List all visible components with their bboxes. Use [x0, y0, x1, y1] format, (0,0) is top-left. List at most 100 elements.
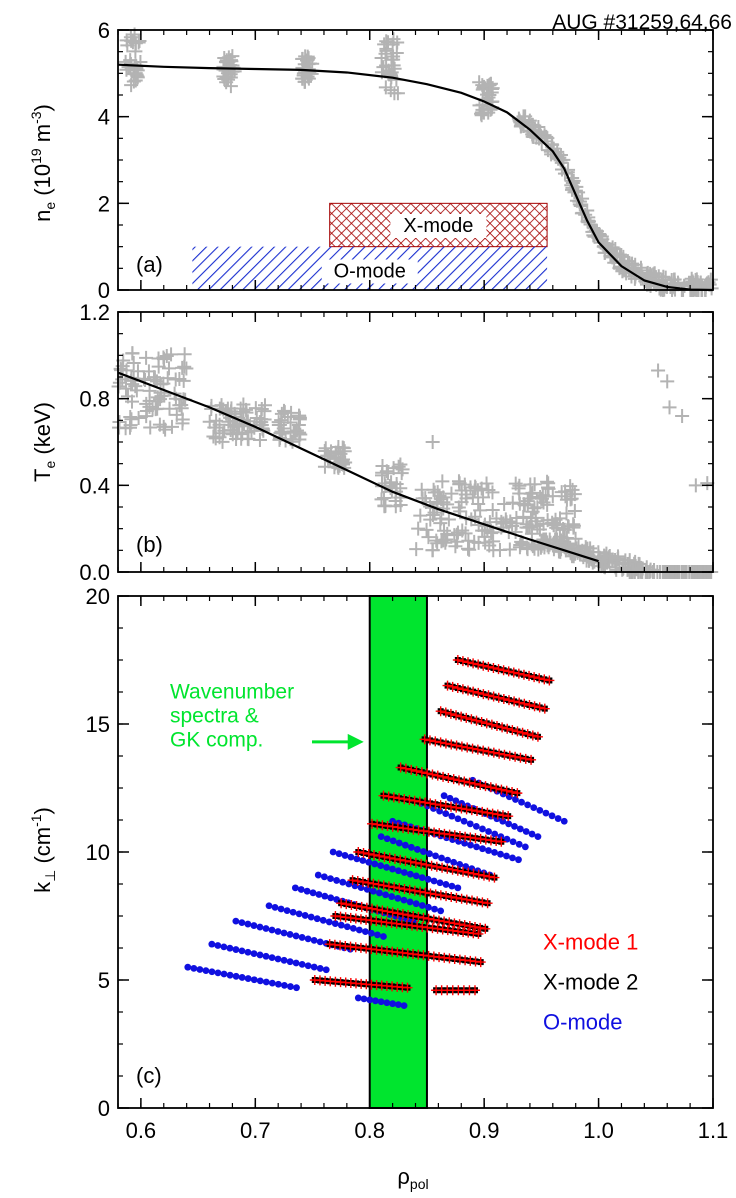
xmode1-point	[446, 801, 457, 812]
omode-point	[347, 853, 355, 861]
y-tick-label: 1.2	[79, 300, 110, 325]
omode-point	[505, 793, 513, 801]
omode-point	[472, 823, 480, 830]
xmode1-point	[518, 669, 529, 680]
omode-point	[351, 882, 359, 890]
density-point	[426, 482, 441, 497]
density-point	[418, 491, 433, 506]
density-point	[304, 66, 319, 81]
density-point	[172, 398, 187, 413]
xmode1-point	[497, 722, 508, 733]
omode-point	[377, 862, 385, 870]
xmode1-point	[457, 684, 468, 695]
density-point	[414, 482, 429, 497]
xmode1-point	[440, 738, 451, 749]
xmode1-point	[492, 809, 503, 820]
density-point	[409, 542, 424, 557]
xmode1-point	[382, 820, 393, 831]
density-point	[161, 361, 176, 376]
xmode1-point	[353, 847, 364, 857]
omode-point	[286, 958, 294, 966]
xmode1-point	[476, 716, 487, 727]
omode-point	[313, 915, 321, 923]
xmode1-point	[491, 783, 502, 794]
density-point	[462, 542, 477, 557]
xmode1-point	[363, 877, 374, 888]
density-point	[126, 355, 141, 370]
omode-point	[389, 865, 396, 873]
density-point	[455, 523, 470, 538]
xmode1-point	[477, 897, 488, 908]
xmode1-point	[413, 911, 424, 922]
omode-point	[444, 856, 452, 864]
outlier-point	[675, 409, 690, 423]
x-tick-label: 1.1	[698, 1118, 729, 1143]
y-tick-label: 0.4	[79, 473, 110, 498]
omode-point	[548, 812, 556, 820]
density-point	[667, 272, 682, 287]
panel-c: 0 5 10 15 20 0.6 0.7 0.8 0.9 1.0 1.1 Wavenumber sp…	[28, 584, 728, 1192]
density-point	[176, 373, 191, 388]
xmode1-point	[460, 831, 471, 842]
omode-point	[554, 815, 562, 822]
xmode1-point	[444, 829, 455, 840]
xmode1-point	[439, 916, 450, 927]
xmode1-point	[512, 788, 523, 799]
xmode1-point	[420, 887, 431, 898]
density-point	[527, 477, 542, 492]
omode-point	[335, 850, 343, 858]
xmode1-point	[539, 703, 550, 714]
density-point	[121, 60, 136, 75]
outlier-point	[662, 400, 677, 415]
omode-point	[292, 959, 300, 967]
xmode1-point	[513, 668, 524, 679]
xmode1-point	[507, 725, 518, 736]
omode-point	[232, 917, 240, 925]
density-point	[125, 346, 140, 361]
xmode1-point	[463, 657, 474, 668]
omode-point	[232, 972, 240, 980]
xmode1-point	[462, 742, 473, 753]
omode-point	[262, 978, 270, 986]
density-point	[139, 409, 154, 424]
omode-point	[383, 999, 391, 1007]
legend-entry: X-mode 1	[543, 929, 638, 954]
omode-point	[343, 923, 351, 931]
omode-point	[286, 931, 294, 938]
xmode1-point	[472, 896, 483, 907]
omode-point	[436, 879, 444, 887]
density-point	[565, 549, 580, 564]
omode-point	[491, 848, 498, 856]
panel-b-ylabel: Te (keV)	[30, 402, 58, 482]
omode-point	[301, 912, 309, 919]
omode-point	[220, 943, 228, 951]
density-point	[292, 412, 307, 427]
legend-entry: O-mode	[543, 1009, 622, 1034]
omode-point	[499, 817, 507, 825]
xmode1-point	[416, 858, 427, 869]
omode-point	[244, 975, 252, 982]
omode-point	[304, 962, 312, 970]
density-point	[440, 497, 455, 512]
xmode1-point	[461, 712, 472, 723]
xmode1-point	[374, 850, 385, 861]
omode-point	[268, 979, 276, 987]
xmode1-point	[459, 776, 470, 787]
omode-point	[274, 955, 282, 963]
xmode1-point	[493, 664, 504, 675]
xmode1-point	[503, 666, 514, 677]
xmode1-point	[383, 791, 394, 802]
y-tick-label: 0	[98, 1096, 110, 1121]
omode-point	[295, 910, 303, 918]
density-point	[277, 405, 292, 420]
panel-c-ylabel: k⊥ (cm-1)	[28, 807, 58, 893]
xmode1-point	[472, 806, 483, 817]
omode-point	[365, 858, 373, 866]
xmode1-point	[435, 890, 446, 901]
density-point	[435, 474, 450, 489]
omode-point	[244, 948, 252, 956]
density-point	[295, 71, 310, 86]
omode-point	[442, 810, 450, 817]
xmode1-point	[399, 884, 410, 895]
density-point	[476, 105, 491, 120]
